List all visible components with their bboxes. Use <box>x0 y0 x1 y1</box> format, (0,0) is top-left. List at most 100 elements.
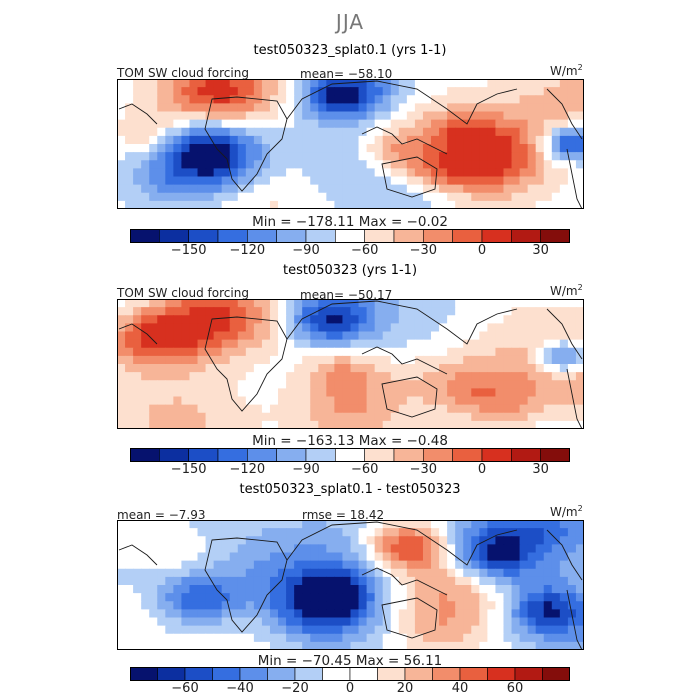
map-cell <box>253 609 263 619</box>
map-cell <box>117 568 126 578</box>
map-cell <box>503 331 513 341</box>
map-cell <box>511 544 521 554</box>
map-cell <box>487 135 497 145</box>
map-cell <box>366 200 376 209</box>
map-cell <box>205 420 215 429</box>
map-cell <box>125 200 134 209</box>
map-cell <box>398 412 408 422</box>
map-cell <box>575 412 584 422</box>
map-cell <box>414 95 424 104</box>
map-cell <box>165 79 174 88</box>
panel3-min-max: Min = −70.45 Max = 56.11 <box>257 653 443 669</box>
map-cell <box>245 585 255 594</box>
map-cell <box>229 388 239 398</box>
map-cell <box>551 299 561 308</box>
map-cell <box>398 323 408 333</box>
map-cell <box>318 560 327 570</box>
map-cell <box>189 593 199 602</box>
map-cell <box>527 176 537 186</box>
map-cell <box>543 144 553 153</box>
map-cell <box>294 576 303 586</box>
map-cell <box>374 520 384 529</box>
map-cell <box>125 339 134 349</box>
map-cell <box>543 412 553 422</box>
map-cell <box>133 593 142 602</box>
map-cell <box>157 420 166 429</box>
map-cell <box>342 331 352 341</box>
map-cell <box>221 299 231 308</box>
map-cell <box>471 552 480 562</box>
map-cell <box>374 339 384 349</box>
map-cell <box>567 601 577 610</box>
map-cell <box>269 536 279 545</box>
map-cell <box>447 396 456 406</box>
map-cell <box>253 593 263 602</box>
map-cell <box>318 388 327 398</box>
map-cell <box>237 135 247 145</box>
map-cell <box>342 420 352 429</box>
map-cell <box>318 135 327 145</box>
map-cell <box>422 315 432 324</box>
map-cell <box>519 372 529 381</box>
map-cell <box>149 617 158 627</box>
map-cell <box>149 420 158 429</box>
map-cell <box>535 152 545 161</box>
map-cell <box>535 528 545 537</box>
map-cell <box>165 585 174 594</box>
map-cell <box>269 339 279 349</box>
map-cell <box>374 568 384 578</box>
map-cell <box>221 625 231 635</box>
map-cell <box>342 412 352 422</box>
map-cell <box>253 315 263 324</box>
map-cell <box>535 79 545 88</box>
map-cell <box>567 576 577 586</box>
map-cell <box>221 601 231 610</box>
map-cell <box>278 315 287 324</box>
map-cell <box>431 380 440 389</box>
map-cell <box>278 576 287 586</box>
map-cell <box>294 144 303 153</box>
map-cell <box>575 380 584 389</box>
map-cell <box>245 520 255 529</box>
map-cell <box>197 593 207 602</box>
map-cell <box>342 380 352 389</box>
map-cell <box>157 339 166 349</box>
map-cell <box>463 95 472 104</box>
map-cell <box>374 323 384 333</box>
map-cell <box>366 152 376 161</box>
map-cell <box>342 404 352 414</box>
map-cell <box>141 641 150 650</box>
colorbar-tick-label: −150 <box>170 243 207 258</box>
map-cell <box>237 593 247 602</box>
map-cell <box>503 576 513 586</box>
map-cell <box>181 617 191 627</box>
map-cell <box>575 307 584 316</box>
map-cell <box>382 95 392 104</box>
map-cell <box>149 593 158 602</box>
map-cell <box>261 103 271 113</box>
map-cell <box>414 641 424 650</box>
map-cell <box>286 103 295 113</box>
map-cell <box>278 412 287 422</box>
map-cell <box>511 420 521 429</box>
map-cell <box>342 601 352 610</box>
map-cell <box>221 144 231 153</box>
map-cell <box>479 568 488 578</box>
map-cell <box>495 617 505 627</box>
map-cell <box>495 380 505 389</box>
map-cell <box>479 601 488 610</box>
map-cell <box>398 347 408 357</box>
map-cell <box>278 323 287 333</box>
map-cell <box>253 536 263 545</box>
map-cell <box>559 568 569 578</box>
map-cell <box>342 560 352 570</box>
map-cell <box>181 347 191 357</box>
map-cell <box>439 168 448 178</box>
map-cell <box>278 103 287 113</box>
map-cell <box>422 184 432 194</box>
map-cell <box>414 380 424 389</box>
map-cell <box>551 364 561 373</box>
colorbar-tick-label: −90 <box>292 243 320 258</box>
map-cell <box>189 420 199 429</box>
map-cell <box>543 135 553 145</box>
